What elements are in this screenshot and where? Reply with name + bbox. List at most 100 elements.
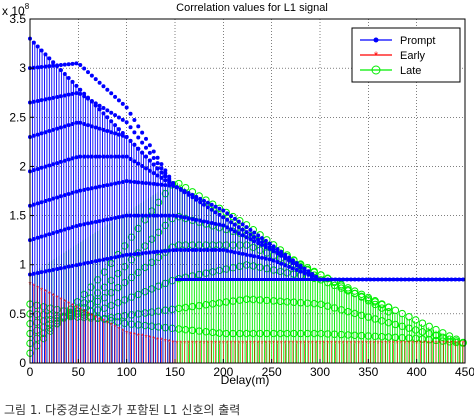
prompt-marker	[151, 250, 156, 255]
early-marker: *	[264, 339, 267, 348]
prompt-marker	[182, 247, 187, 252]
x-axis-ticks: 0 50 100 150 200 250 300 350 400 450	[27, 359, 474, 379]
prompt-marker	[256, 241, 261, 246]
prompt-marker	[35, 44, 40, 49]
prompt-marker	[120, 214, 125, 219]
prompt-marker	[31, 236, 36, 241]
prompt-marker	[113, 215, 118, 220]
prompt-marker	[70, 190, 75, 195]
prompt-marker	[109, 119, 114, 124]
early-marker: *	[233, 339, 236, 348]
prompt-marker	[97, 219, 102, 224]
prompt-marker	[395, 277, 400, 282]
prompt-marker	[82, 261, 87, 266]
prompt-marker	[78, 87, 83, 92]
prompt-marker	[147, 143, 152, 148]
prompt-marker	[198, 247, 203, 252]
prompt-marker	[256, 233, 261, 238]
early-marker: *	[330, 339, 333, 348]
early-marker: *	[276, 339, 279, 348]
early-marker: *	[392, 339, 395, 348]
prompt-marker	[151, 213, 156, 218]
prompt-marker	[240, 251, 245, 256]
prompt-marker	[232, 229, 237, 234]
prompt-marker	[221, 223, 226, 228]
late-marker	[357, 292, 366, 301]
y-tick-label: 3	[19, 61, 26, 75]
prompt-marker	[66, 123, 71, 128]
early-marker: *	[458, 339, 461, 348]
early-marker: *	[315, 339, 318, 348]
late-marker	[351, 289, 359, 298]
prompt-marker	[209, 221, 214, 226]
prompt-marker	[86, 221, 90, 226]
early-marker: *	[404, 339, 407, 348]
prompt-marker	[62, 227, 67, 232]
early-marker: *	[442, 339, 445, 348]
prompt-marker	[236, 231, 241, 236]
prompt-marker	[194, 217, 199, 222]
prompt-marker	[298, 265, 303, 270]
prompt-marker	[89, 73, 94, 78]
prompt-marker	[209, 202, 214, 207]
prompt-marker	[116, 254, 121, 259]
prompt-marker	[202, 198, 206, 203]
prompt-marker	[82, 187, 87, 192]
prompt-marker	[279, 253, 284, 258]
early-marker: *	[342, 339, 345, 348]
prompt-marker	[202, 202, 206, 207]
early-marker: *	[357, 339, 360, 348]
early-marker: *	[168, 338, 171, 347]
prompt-marker	[89, 124, 94, 129]
prompt-marker	[128, 156, 133, 161]
prompt-marker	[31, 40, 36, 45]
late-marker	[364, 313, 373, 321]
prompt-marker	[136, 124, 141, 129]
y-multiplier-exponent: 8	[25, 2, 30, 11]
late-marker	[357, 311, 366, 319]
early-marker: *	[195, 339, 198, 348]
prompt-marker	[31, 133, 36, 138]
prompt-marker	[217, 247, 222, 252]
prompt-marker	[101, 183, 106, 188]
prompt-marker	[55, 195, 60, 200]
prompt-marker	[391, 277, 396, 282]
early-marker: *	[160, 337, 163, 346]
prompt-marker	[202, 247, 206, 252]
early-marker: *	[210, 339, 213, 348]
prompt-marker	[101, 154, 106, 159]
early-marker: *	[172, 339, 175, 348]
y-multiplier-base: x 10	[2, 4, 25, 18]
y-tick-label: 1	[19, 258, 26, 272]
early-marker: *	[67, 300, 70, 309]
prompt-marker	[437, 277, 442, 282]
early-marker: *	[291, 339, 294, 348]
prompt-marker	[209, 207, 214, 212]
early-marker: *	[419, 339, 422, 348]
prompt-marker	[116, 115, 121, 120]
late-marker	[371, 315, 379, 323]
early-marker: *	[137, 332, 140, 341]
prompt-marker	[43, 130, 48, 135]
early-marker: *	[299, 339, 302, 348]
prompt-marker	[232, 222, 237, 227]
prompt-marker	[62, 124, 67, 129]
prompt-marker	[43, 233, 48, 238]
prompt-marker	[310, 274, 315, 279]
prompt-marker	[31, 168, 36, 173]
prompt-marker	[47, 232, 52, 237]
prompt-marker	[62, 62, 67, 67]
early-marker: *	[32, 282, 35, 291]
early-marker: *	[407, 339, 410, 348]
legend-marker	[373, 37, 379, 43]
prompt-marker	[66, 75, 71, 80]
prompt-marker	[260, 243, 264, 248]
early-marker: *	[230, 339, 233, 348]
early-marker: *	[307, 339, 310, 348]
prompt-marker	[144, 154, 148, 159]
prompt-marker	[321, 277, 326, 282]
prompt-marker	[298, 269, 303, 274]
prompt-marker	[287, 255, 292, 260]
prompt-marker	[124, 134, 129, 139]
